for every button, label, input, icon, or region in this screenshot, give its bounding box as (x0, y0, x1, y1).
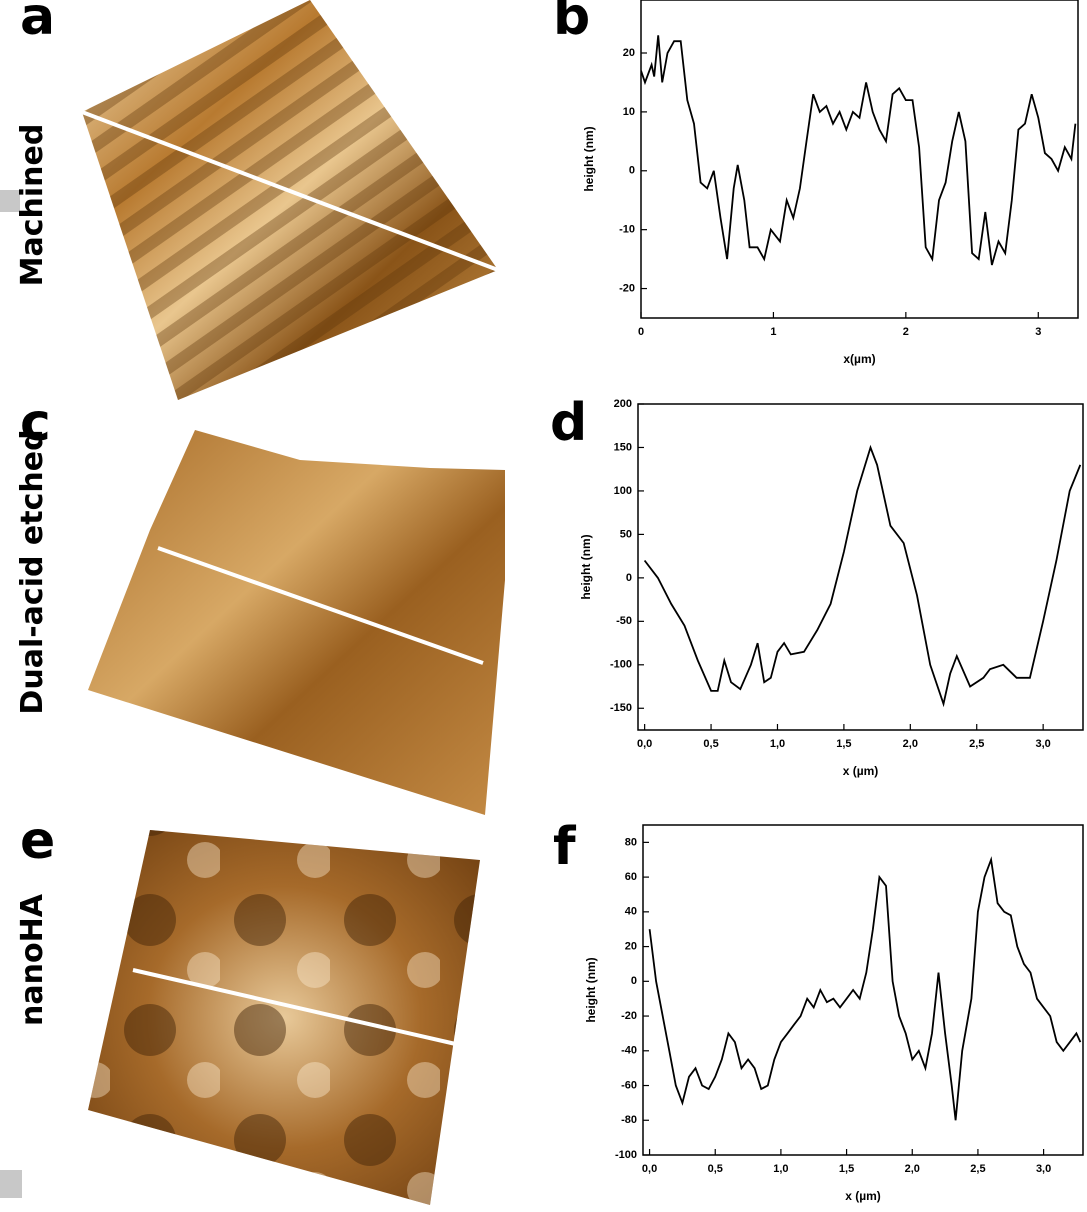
y-tick-label: -20 (619, 282, 635, 294)
y-tick-label: 80 (625, 836, 637, 848)
plot-frame (641, 0, 1078, 318)
x-tick-label: 1,5 (839, 1163, 854, 1175)
y-tick-label: 20 (625, 940, 637, 952)
profile-line (645, 448, 1081, 704)
y-tick-label: -60 (621, 1079, 637, 1091)
plot-frame (638, 404, 1083, 730)
figure: a c e Machined Dual-acid etched nanoHA b… (0, 0, 1087, 1212)
x-tick-label: 2,5 (969, 738, 984, 750)
x-tick-label: 1 (770, 326, 776, 338)
y-tick-label: 50 (620, 528, 632, 540)
side-label: nanoHA (15, 893, 50, 1026)
x-tick-label: 2,5 (970, 1163, 985, 1175)
x-tick-label: 1,5 (836, 738, 851, 750)
x-axis-title: x (µm) (843, 764, 879, 778)
x-tick-label: 1,0 (773, 1163, 788, 1175)
x-tick-label: 2,0 (905, 1163, 920, 1175)
x-tick-label: 0,5 (708, 1163, 723, 1175)
x-tick-label: 1,0 (770, 738, 785, 750)
x-axis-title: x (µm) (845, 1189, 881, 1203)
side-label: Machined (15, 124, 50, 287)
y-tick-label: 20 (623, 47, 635, 59)
profile-line (641, 35, 1075, 265)
panel-letter: f (553, 817, 577, 877)
y-tick-label: -100 (610, 659, 632, 671)
y-tick-label: 60 (625, 871, 637, 883)
y-tick-label: -10 (619, 224, 635, 236)
y-tick-label: 150 (614, 441, 632, 453)
x-axis-title: x(µm) (843, 352, 875, 366)
y-tick-label: 10 (623, 106, 635, 118)
x-tick-label: 0 (638, 326, 644, 338)
panel-letter: b (553, 0, 590, 47)
y-axis-title: height (nm) (579, 534, 593, 599)
panel-letter: d (550, 393, 587, 453)
x-tick-label: 0,0 (637, 738, 652, 750)
x-tick-label: 0,0 (642, 1163, 657, 1175)
afm-image-a (82, 0, 498, 400)
y-axis-title: height (nm) (582, 126, 596, 191)
plot-frame (643, 825, 1083, 1155)
marker (0, 1170, 22, 1198)
x-tick-label: 0,5 (703, 738, 718, 750)
side-label: Dual-acid etched (15, 429, 50, 714)
y-tick-label: 100 (614, 485, 632, 497)
y-tick-label: -100 (615, 1149, 637, 1161)
x-tick-label: 2 (903, 326, 909, 338)
x-tick-label: 3,0 (1036, 738, 1051, 750)
y-axis-title: height (nm) (584, 957, 598, 1022)
y-tick-label: 0 (631, 975, 637, 987)
y-tick-label: -20 (621, 1010, 637, 1022)
y-tick-label: 0 (626, 572, 632, 584)
panel-letter: e (20, 811, 55, 871)
profile-line (650, 860, 1081, 1121)
y-tick-label: -150 (610, 702, 632, 714)
y-tick-label: 200 (614, 398, 632, 410)
y-tick-label: 0 (629, 165, 635, 177)
x-tick-label: 2,0 (903, 738, 918, 750)
x-tick-label: 3,0 (1036, 1163, 1051, 1175)
x-tick-label: 3 (1035, 326, 1041, 338)
y-tick-label: -50 (616, 615, 632, 627)
y-tick-label: -40 (621, 1045, 637, 1057)
y-tick-label: -80 (621, 1114, 637, 1126)
panel-letter: a (20, 0, 55, 47)
y-tick-label: 40 (625, 906, 637, 918)
afm-image-e (88, 830, 480, 1205)
afm-image-c (88, 430, 505, 815)
